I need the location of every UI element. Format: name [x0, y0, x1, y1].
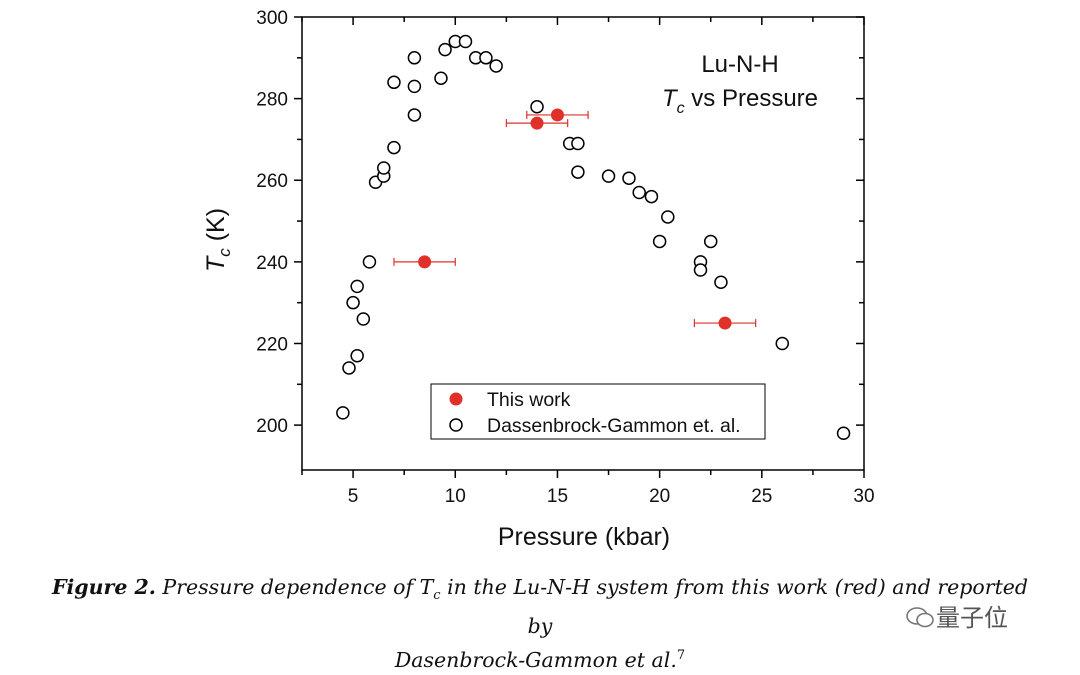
legend-label-this-work: This work [487, 389, 571, 411]
caption-tc-sub: c [433, 588, 441, 604]
dassenbrock-point [703, 234, 718, 249]
plot-frame [301, 16, 865, 471]
legend-label-dassenbrock: Dassenbrock-Gammon et. al. [487, 415, 741, 437]
dassenbrock-point [407, 79, 422, 94]
dassenbrock-point [644, 189, 659, 204]
y-tick-label: 200 [256, 416, 288, 437]
axis-ticks [294, 16, 865, 478]
caption-reference: 7 [676, 648, 686, 664]
caption-tc: T [419, 575, 434, 599]
dassenbrock-point [632, 185, 646, 200]
dassenbrock-point [346, 295, 360, 310]
dassenbrock-point [342, 361, 356, 375]
x-tick-labels: 5 10 15 20 25 30 [348, 486, 875, 507]
dassenbrock-point [387, 140, 401, 155]
this-work-point [718, 316, 732, 330]
legend-marker-dassenbrock [449, 418, 463, 432]
y-tick-label: 280 [256, 90, 288, 111]
dassenbrock-point [571, 136, 585, 151]
series-dassenbrock-points [336, 34, 851, 441]
caption-text-part2: in the Lu-N-H system from this work (red… [440, 575, 1029, 639]
dassenbrock-point [458, 34, 473, 49]
x-tick-label: 5 [348, 486, 359, 507]
dassenbrock-point [362, 255, 377, 269]
caption-text-line2: Dasenbrock-Gammon et al. [394, 647, 677, 672]
y-tick-label: 220 [256, 334, 288, 355]
dassenbrock-point [336, 406, 350, 420]
x-tick-label: 10 [445, 486, 466, 507]
dassenbrock-point [350, 279, 364, 294]
y-axis-label: Tc (K) [202, 208, 234, 272]
this-work-point [550, 108, 564, 122]
dassenbrock-point [387, 75, 401, 90]
y-tick-label: 300 [256, 8, 288, 29]
dassenbrock-point [530, 100, 544, 114]
y-tick-labels: 200 220 240 260 280 300 [256, 8, 288, 437]
dassenbrock-point [601, 169, 616, 183]
dassenbrock-point [836, 426, 851, 441]
dassenbrock-point [661, 210, 675, 224]
series-this-work-points [393, 108, 757, 330]
dassenbrock-point [571, 165, 585, 179]
dassenbrock-point [714, 275, 728, 290]
chart-title-line2: Tc vs Pressure [662, 85, 818, 117]
x-axis-label: Pressure (kbar) [498, 523, 670, 551]
dassenbrock-point [407, 108, 422, 122]
dassenbrock-point [434, 71, 448, 85]
dassenbrock-point [489, 59, 503, 73]
chart-title-line1: Lu-N-H [701, 51, 778, 78]
dassenbrock-point [407, 51, 422, 65]
legend-marker-this-work [449, 392, 463, 406]
caption-label: Figure 2. [51, 575, 156, 599]
legend-box [430, 383, 766, 440]
this-work-point [418, 255, 432, 269]
dassenbrock-point [438, 42, 452, 57]
dassenbrock-point [376, 161, 391, 175]
dassenbrock-point [356, 312, 371, 326]
y-tick-label: 240 [256, 253, 288, 274]
x-tick-label: 25 [751, 486, 772, 507]
x-tick-label: 20 [649, 486, 670, 507]
dassenbrock-point [350, 348, 364, 363]
dassenbrock-point [479, 51, 493, 65]
dassenbrock-point [622, 171, 636, 185]
x-tick-label: 15 [547, 486, 568, 507]
figure-caption: Figure 2. Pressure dependence of Tc in t… [40, 572, 1040, 675]
watermark: 量子位 [936, 604, 1008, 632]
chart: 5 10 15 20 25 30 200 220 240 260 280 300 Pressure … [202, 8, 875, 551]
dassenbrock-point [693, 263, 708, 277]
dassenbrock-point [652, 234, 667, 249]
legend: This work Dassenbrock-Gammon et. al. [430, 383, 766, 440]
this-work-point [530, 116, 544, 130]
caption-text-part1: Pressure dependence of [155, 575, 420, 599]
dassenbrock-point [775, 336, 790, 351]
y-tick-label: 260 [256, 171, 288, 192]
wechat-icon [906, 607, 934, 628]
x-tick-label: 30 [853, 486, 874, 507]
